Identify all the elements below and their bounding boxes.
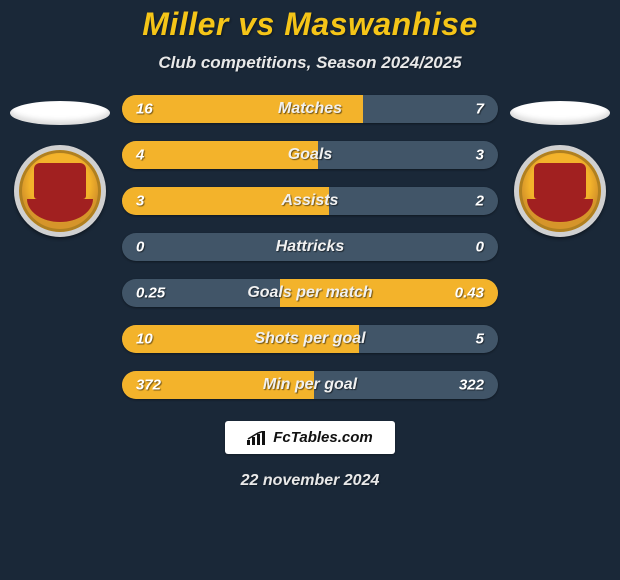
player-left-col — [0, 95, 120, 237]
comparison-card: Miller vs Maswanhise Club competitions, … — [0, 0, 620, 580]
bar-fill-left — [122, 141, 318, 169]
stat-row: 00Hattricks — [122, 233, 498, 261]
player-left-crest-icon — [14, 145, 106, 237]
stat-row: 167Matches — [122, 95, 498, 123]
stat-value-left: 4 — [136, 147, 144, 164]
brand-chart-icon — [247, 431, 267, 445]
stat-value-left: 10 — [136, 331, 153, 348]
stat-value-right: 322 — [459, 377, 484, 394]
stat-value-right: 0 — [476, 239, 484, 256]
stats-bars: 167Matches43Goals32Assists00Hattricks0.2… — [120, 95, 500, 399]
stat-value-right: 0.43 — [455, 285, 484, 302]
stat-value-left: 0 — [136, 239, 144, 256]
stat-value-right: 5 — [476, 331, 484, 348]
player-right-crest-icon — [514, 145, 606, 237]
stat-value-right: 7 — [476, 101, 484, 118]
bar-fill-right — [329, 187, 498, 215]
stat-value-right: 3 — [476, 147, 484, 164]
footer-date: 22 november 2024 — [241, 472, 380, 490]
player-right-col — [500, 95, 620, 237]
bar-fill-left — [122, 233, 310, 261]
stat-value-right: 2 — [476, 193, 484, 210]
main-row: 167Matches43Goals32Assists00Hattricks0.2… — [0, 95, 620, 399]
bar-fill-left — [122, 95, 363, 123]
stat-value-left: 0.25 — [136, 285, 165, 302]
subtitle: Club competitions, Season 2024/2025 — [158, 53, 461, 73]
stat-row: 372322Min per goal — [122, 371, 498, 399]
bar-fill-right — [318, 141, 498, 169]
stat-row: 105Shots per goal — [122, 325, 498, 353]
brand-badge: FcTables.com — [225, 421, 394, 454]
brand-text: FcTables.com — [273, 429, 372, 446]
stat-row: 0.250.43Goals per match — [122, 279, 498, 307]
stat-value-left: 372 — [136, 377, 161, 394]
player-left-oval — [10, 101, 110, 125]
bar-fill-left — [122, 325, 359, 353]
bar-fill-right — [310, 233, 498, 261]
stat-value-left: 3 — [136, 193, 144, 210]
player-right-oval — [510, 101, 610, 125]
stat-value-left: 16 — [136, 101, 153, 118]
stat-row: 43Goals — [122, 141, 498, 169]
stat-row: 32Assists — [122, 187, 498, 215]
bar-fill-left — [122, 187, 329, 215]
title: Miller vs Maswanhise — [142, 6, 477, 43]
